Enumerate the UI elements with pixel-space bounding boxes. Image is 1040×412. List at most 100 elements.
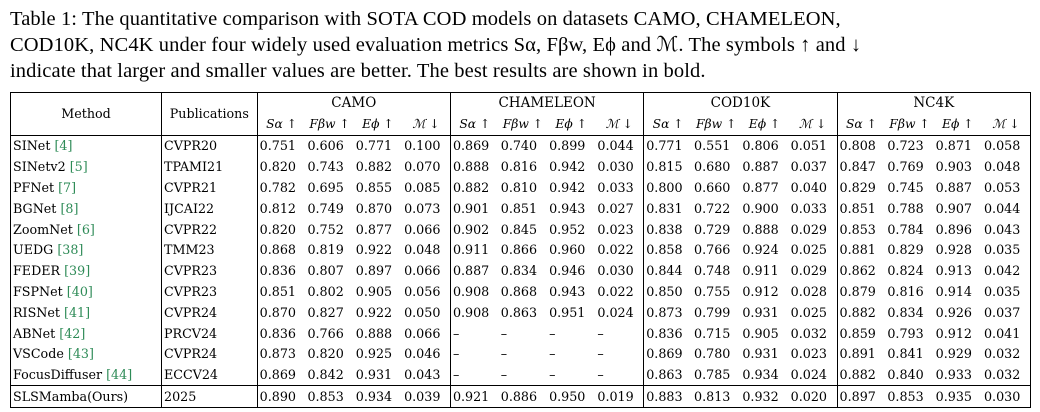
method-name: UEDG — [13, 242, 54, 258]
method-name: PFNet — [13, 180, 55, 196]
metric-value: 0.073 — [402, 197, 451, 219]
metric-value: 0.888 — [452, 159, 490, 175]
metric-value: 0.840 — [885, 364, 934, 387]
citation-link[interactable]: [6] — [76, 221, 95, 237]
metric-value: 0.806 — [742, 138, 779, 154]
metric-value: 0.845 — [500, 221, 538, 237]
metric-value: 0.929 — [935, 346, 972, 362]
metric-value: 0.850 — [646, 284, 683, 300]
metric-value: 0.950 — [547, 385, 596, 408]
metric-value: 0.782 — [259, 180, 296, 196]
citation-link[interactable]: [8] — [60, 200, 79, 216]
table-row: SLSMamba(Ours) 2025 0.890 0.853 0.934 0.039 0.… — [10, 385, 1031, 408]
header-dataset-nc4k: NC4K — [837, 91, 1032, 114]
method-cell: SINet [4] — [10, 135, 162, 157]
method-cell: BGNet [8] — [10, 197, 162, 219]
metric-value: 0.912 — [742, 284, 779, 300]
metric-value: 0.660 — [694, 180, 731, 196]
citation-link[interactable]: [4] — [54, 138, 73, 154]
header-dataset-camo: CAMO — [257, 91, 451, 114]
metric-value: 0.050 — [402, 301, 451, 323]
metric-value: 0.924 — [742, 242, 779, 258]
metric-value: 0.914 — [935, 284, 972, 300]
table-row: SINetv2 [5] TPAMI21 0.820 0.743 0.882 0.070 0.… — [10, 156, 1031, 178]
metric-value: 0.870 — [259, 304, 296, 320]
header-dataset-cod10k: COD10K — [643, 91, 838, 114]
metric-value: 0.926 — [935, 304, 972, 320]
metric-value: 0.766 — [694, 242, 731, 258]
metric-value: 0.831 — [646, 200, 683, 216]
metric-value: 0.925 — [355, 346, 393, 362]
metric-value: 0.812 — [259, 200, 296, 216]
metric-value: 0.039 — [402, 385, 451, 408]
metric-value: 0.743 — [307, 159, 344, 175]
metric-value: 0.019 — [595, 385, 645, 408]
header-method: Method — [10, 92, 162, 136]
metric-value: 0.908 — [452, 284, 490, 300]
metric-value: 0.024 — [595, 301, 645, 323]
metric-header-row: Sα ↑ Fβw ↑ Eϕ ↑ ℳ ↓ Sα ↑ Fβw ↑ Eϕ ↑ ℳ ↓ Sα ↑ Fβw … — [11, 113, 1031, 136]
metric-value: 0.869 — [646, 346, 683, 362]
citation-link[interactable]: [7] — [58, 180, 77, 196]
method-cell: UEDG [38] — [10, 239, 162, 261]
metric-value: 0.715 — [694, 325, 731, 341]
method-cell: FocusDiffuser [44] — [10, 364, 162, 387]
metric-value: 0.022 — [595, 281, 645, 302]
metric-value: 0.023 — [595, 218, 645, 240]
method-name: BGNet — [13, 200, 57, 216]
metric-value: 0.902 — [452, 221, 490, 237]
metric-value: – — [452, 325, 460, 341]
metric-value: – — [500, 346, 508, 362]
metric-value: 0.551 — [694, 138, 731, 154]
metric-header: Fβw ↑ — [305, 113, 354, 136]
metric-value: 0.881 — [839, 242, 876, 258]
metric-value: 0.046 — [402, 343, 451, 365]
citation-link[interactable]: [41] — [64, 304, 91, 320]
metric-value: 0.030 — [981, 385, 1031, 408]
publication-cell: CVPR21 — [161, 177, 258, 198]
metric-header: ℳ ↓ — [402, 113, 451, 136]
metric-value: 0.020 — [788, 385, 838, 408]
metric-value: 0.025 — [788, 301, 838, 323]
metric-value: 0.901 — [452, 200, 490, 216]
metric-value: 0.887 — [742, 159, 779, 175]
metric-value: 0.899 — [549, 138, 586, 154]
publication-cell: CVPR22 — [161, 218, 258, 240]
publication-cell: CVPR23 — [161, 260, 258, 282]
metric-header: Fβw ↑ — [885, 113, 934, 136]
metric-value: 0.066 — [402, 322, 451, 344]
metric-value: 0.887 — [452, 263, 490, 279]
metric-value: 0.869 — [452, 138, 490, 154]
citation-link[interactable]: [42] — [59, 325, 86, 341]
table-row: FocusDiffuser [44] ECCV24 0.869 0.842 0.931 0… — [10, 364, 1031, 387]
citation-link[interactable]: [44] — [106, 367, 133, 383]
metric-value: 0.029 — [788, 260, 838, 282]
metric-value: 0.748 — [694, 263, 731, 279]
citation-link[interactable]: [5] — [69, 159, 88, 175]
metric-value: 0.886 — [498, 385, 548, 408]
metric-value: 0.785 — [692, 364, 741, 387]
metric-value: 0.851 — [259, 284, 296, 300]
publication-cell: CVPR24 — [161, 301, 258, 323]
metric-value: 0.863 — [643, 364, 693, 387]
metric-value: 0.836 — [259, 325, 296, 341]
table-header: Method Publications CAMO CHAMELEON COD10… — [10, 91, 1032, 136]
metric-value: 0.829 — [887, 242, 924, 258]
metric-value: 0.032 — [981, 364, 1031, 387]
metric-header: Fβw ↑ — [692, 113, 741, 136]
metric-value: 0.951 — [549, 304, 586, 320]
metric-value: 0.946 — [549, 263, 586, 279]
metric-value: 0.043 — [402, 364, 451, 387]
metric-value: 0.871 — [935, 138, 972, 154]
metric-header: Eϕ ↑ — [547, 113, 596, 136]
metric-value: 0.829 — [839, 180, 876, 196]
citation-link[interactable]: [43] — [67, 346, 94, 362]
metric-value: 0.869 — [257, 364, 306, 387]
table-row: SINet [4] CVPR20 0.751 0.606 0.771 0.100 0.869… — [10, 135, 1031, 157]
metric-header: ℳ ↓ — [981, 113, 1031, 136]
citation-link[interactable]: [39] — [64, 263, 91, 279]
citation-link[interactable]: [40] — [66, 284, 93, 300]
metric-value: 0.820 — [259, 159, 296, 175]
table-row: FEDER [39] CVPR23 0.836 0.807 0.897 0.066 0.88… — [10, 260, 1031, 282]
citation-link[interactable]: [38] — [57, 242, 84, 258]
